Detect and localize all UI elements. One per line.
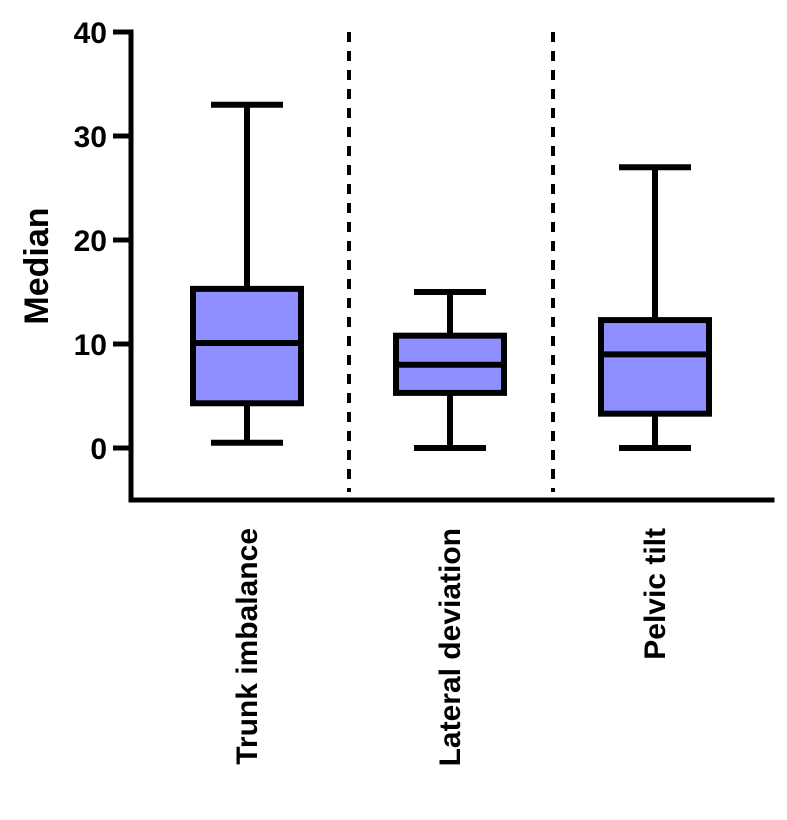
box-group [393,289,507,451]
y-tick-label: 0 [90,433,107,466]
category-labels: Trunk imbalance Lateral deviation Pelvic t… [231,528,672,766]
box-iqr [598,317,712,417]
y-axis-title: Median [18,207,56,324]
category-separators [347,32,555,492]
y-tick-label: 40 [74,17,107,50]
y-tick-label: 10 [74,329,107,362]
box-group [598,164,712,451]
y-tick-label: 20 [74,225,107,258]
x-category-label: Trunk imbalance [231,528,264,765]
x-category-label: Lateral deviation [434,528,467,766]
x-category-label: Pelvic tilt [639,528,672,660]
boxes [190,101,712,451]
box-group [190,101,304,446]
y-tick-label: 30 [74,121,107,154]
box-iqr [190,285,304,407]
axes: 0 10 20 30 40 [74,17,775,503]
